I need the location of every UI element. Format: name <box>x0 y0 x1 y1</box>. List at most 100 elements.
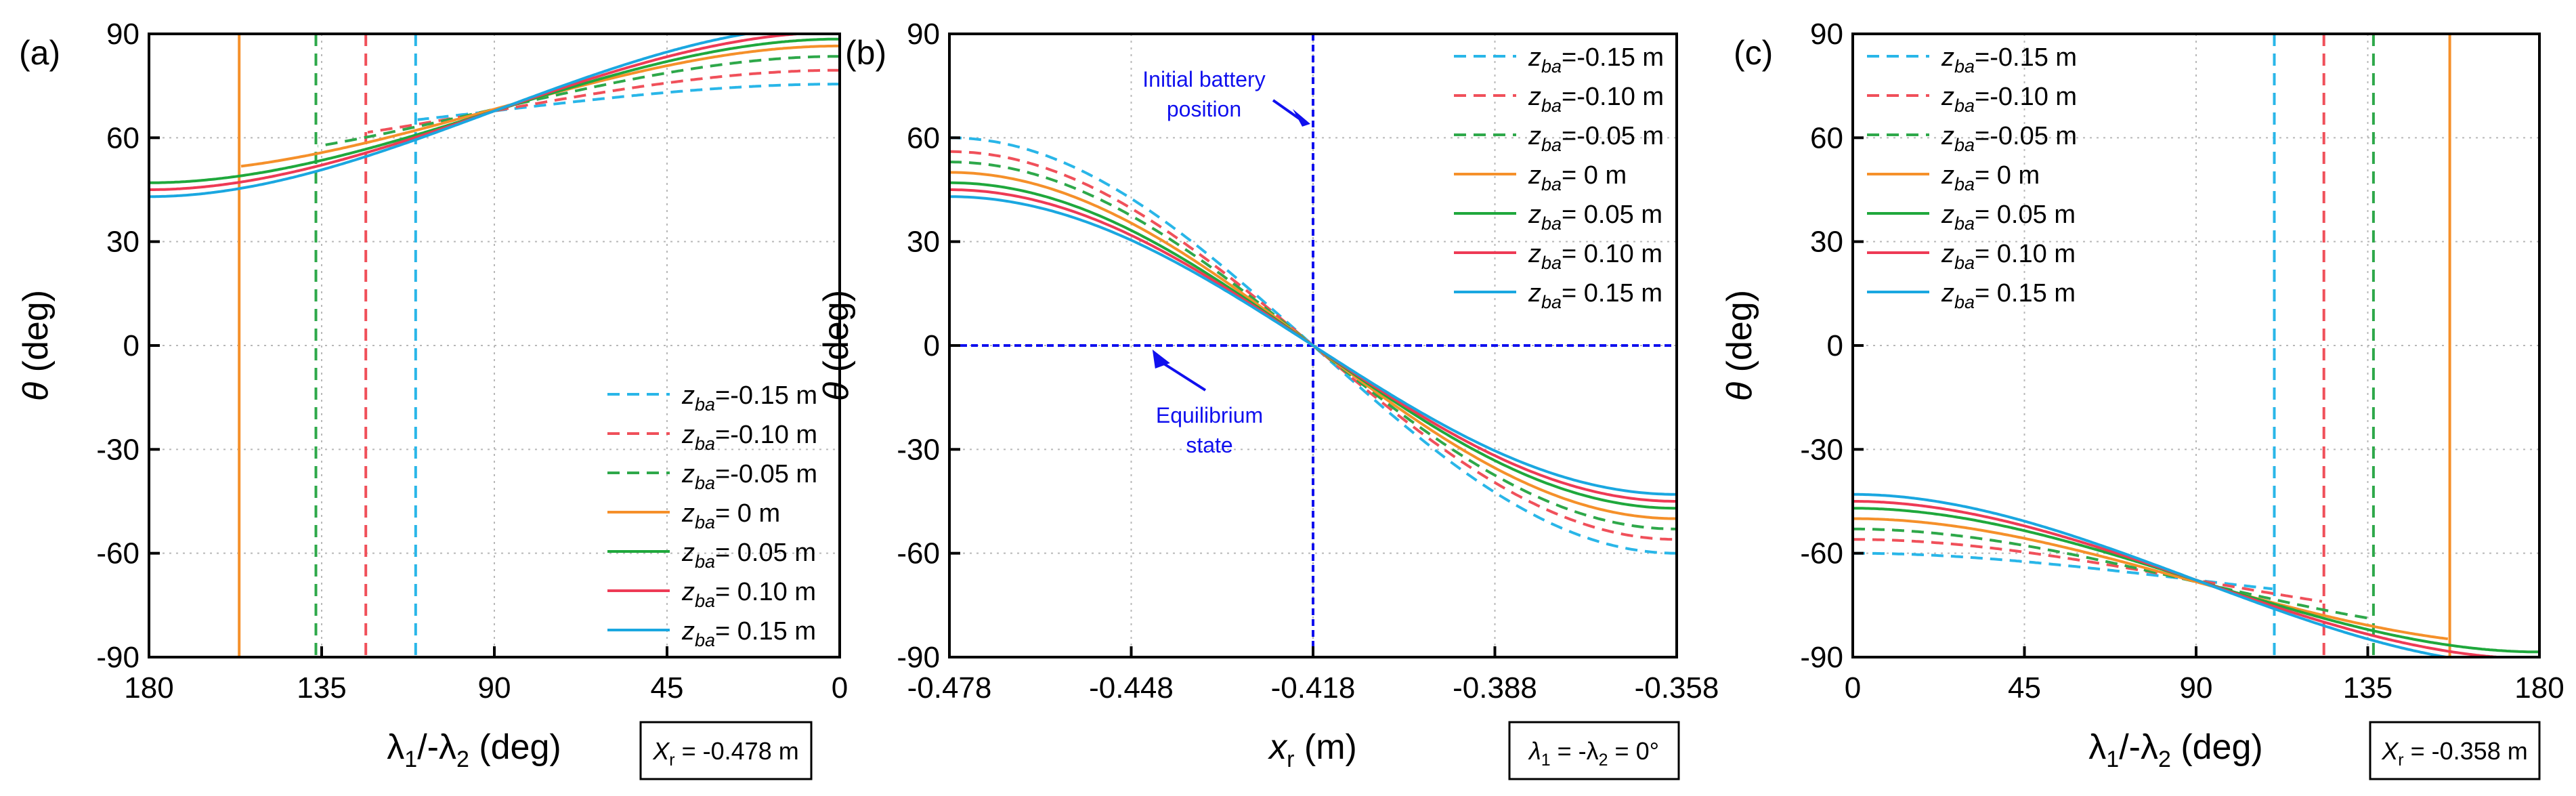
series-line-6 <box>1853 493 2455 657</box>
y-tick-label: -90 <box>897 641 940 674</box>
x-tick-label: 135 <box>2343 671 2392 705</box>
x-tick-label: -0.388 <box>1453 671 1537 705</box>
x-tick-label: -0.478 <box>907 671 992 705</box>
legend-entry-5: zba= 0.10 m <box>1528 240 1662 273</box>
y-tick-label: 0 <box>1827 329 1843 362</box>
x-tick-label: 0 <box>1845 671 1861 705</box>
info-box-text: Xr = -0.358 m <box>2381 737 2527 770</box>
y-tick-label: -60 <box>96 537 139 570</box>
y-axis-label: θ (deg) <box>16 290 56 401</box>
legend-entry-1: zba=-0.10 m <box>1528 83 1664 116</box>
plot-area <box>149 34 840 796</box>
info-box <box>1508 721 1680 780</box>
series-line-0 <box>417 83 840 121</box>
series-line-1 <box>1853 538 2323 603</box>
x-tick-label: 0 <box>832 671 848 705</box>
series-line-3 <box>1853 517 2449 640</box>
legend-entry-2: zba=-0.05 m <box>1941 122 2077 155</box>
panel-label: (b) <box>845 34 886 72</box>
info-box <box>639 721 813 780</box>
y-tick-label: 30 <box>1810 226 1843 259</box>
series-line-2 <box>2374 0 2539 12</box>
annotation-arrowhead <box>1293 108 1310 127</box>
panel-label: (c) <box>1734 34 1773 72</box>
annotation-arrow-line <box>1272 99 1302 121</box>
x-tick-label: 90 <box>2180 671 2213 705</box>
x-tick-label: 135 <box>297 671 346 705</box>
series-line-3 <box>149 790 239 796</box>
series-line-2 <box>149 770 316 785</box>
x-tick-label: 45 <box>651 671 684 705</box>
legend-entry-1: zba=-0.10 m <box>1941 83 2077 116</box>
legend-entry-4: zba= 0.05 m <box>1528 201 1662 234</box>
legend-entry-6: zba= 0.15 m <box>1528 279 1662 312</box>
info-box-text: λ1 = -λ2 = 0° <box>1528 737 1659 770</box>
series-line-0 <box>949 136 1677 555</box>
y-axis-label: θ (deg) <box>1720 290 1759 401</box>
x-tick-label: 180 <box>124 671 173 705</box>
legend-entry-3: zba= 0 m <box>681 499 780 532</box>
x-tick-label: -0.448 <box>1089 671 1174 705</box>
series-line-1 <box>149 756 366 775</box>
y-tick-label: 30 <box>106 226 139 259</box>
y-tick-label: 0 <box>924 329 940 362</box>
panel-0: 180 135 90 45 0 90 60 30 0 -30 -60 -90 (a) θ (deg) λ1​… <box>16 18 848 796</box>
annotation-equilibrium: Equilibrium state <box>1156 403 1263 457</box>
panel-1: -0.478 -0.448 -0.418 -0.388 -0.358 90 60 30 0 -30… <box>817 18 1719 780</box>
x-axis-label: xr​ (m) <box>1267 728 1357 772</box>
legend-entry-2: zba=-0.05 m <box>681 460 817 493</box>
legend-entry-0: zba=-0.15 m <box>1528 43 1664 77</box>
x-tick-label: 45 <box>2008 671 2041 705</box>
y-tick-label: 60 <box>907 121 940 154</box>
x-axis-label: λ1​/-λ2​ (deg) <box>387 728 561 772</box>
series-line-2 <box>1853 527 2372 621</box>
y-tick-label: 60 <box>1810 121 1843 154</box>
annotation-arrowhead <box>1152 350 1170 369</box>
y-tick-label: 90 <box>907 18 940 51</box>
series-line-3 <box>2450 16 2539 22</box>
series-line-6 <box>149 34 754 198</box>
y-tick-label: -30 <box>96 433 139 466</box>
info-box-text: Xr = -0.478 m <box>652 737 798 770</box>
legend-entry-6: zba= 0.15 m <box>1941 279 2076 312</box>
info-box <box>2369 721 2541 780</box>
plot-area <box>949 34 1677 657</box>
legend-entry-4: zba= 0.05 m <box>1941 201 2076 234</box>
y-axis-label: θ (deg) <box>817 290 856 401</box>
x-tick-label: 90 <box>478 671 511 705</box>
y-tick-label: -90 <box>1800 641 1843 674</box>
x-axis-label: λ1​/-λ2​ (deg) <box>2088 728 2262 772</box>
panel-label: (a) <box>19 34 60 72</box>
series-line-2 <box>317 55 840 148</box>
x-tick-label: -0.418 <box>1271 671 1356 705</box>
x-tick-label: 180 <box>2514 671 2564 705</box>
legend-entry-3: zba= 0 m <box>1941 161 2040 194</box>
series-line-6 <box>949 195 1677 496</box>
y-tick-label: -30 <box>1800 433 1843 466</box>
y-tick-label: 0 <box>123 329 139 362</box>
plot-area <box>1853 0 2539 657</box>
legend-entry-3: zba= 0 m <box>1528 161 1627 194</box>
annotation-initial-position: Initial battery position <box>1142 67 1265 121</box>
series-line-0 <box>149 743 416 761</box>
y-tick-label: 60 <box>106 121 139 154</box>
legend-entry-4: zba= 0.05 m <box>681 539 816 572</box>
legend-entry-2: zba=-0.05 m <box>1528 122 1664 155</box>
legend-entry-0: zba=-0.15 m <box>1941 43 2077 77</box>
legend-entry-5: zba= 0.10 m <box>681 578 816 611</box>
legend-entry-1: zba=-0.10 m <box>681 421 817 454</box>
x-tick-label: -0.358 <box>1635 671 1719 705</box>
legend-entry-6: zba= 0.15 m <box>681 617 816 650</box>
y-tick-label: -30 <box>897 433 940 466</box>
y-tick-label: 30 <box>907 226 940 259</box>
legend-entry-0: zba=-0.15 m <box>681 381 817 415</box>
y-tick-label: -60 <box>897 537 940 570</box>
legend-entry-5: zba= 0.10 m <box>1941 240 2076 273</box>
y-tick-label: 90 <box>1810 18 1843 51</box>
y-tick-label: -90 <box>96 641 139 674</box>
y-tick-label: -60 <box>1800 537 1843 570</box>
series-line-0 <box>1853 551 2273 591</box>
y-tick-label: 90 <box>106 18 139 51</box>
panel-2: 0 45 90 135 180 90 60 30 0 -30 -60 -90 (c) θ (deg) λ1​… <box>1720 0 2564 780</box>
